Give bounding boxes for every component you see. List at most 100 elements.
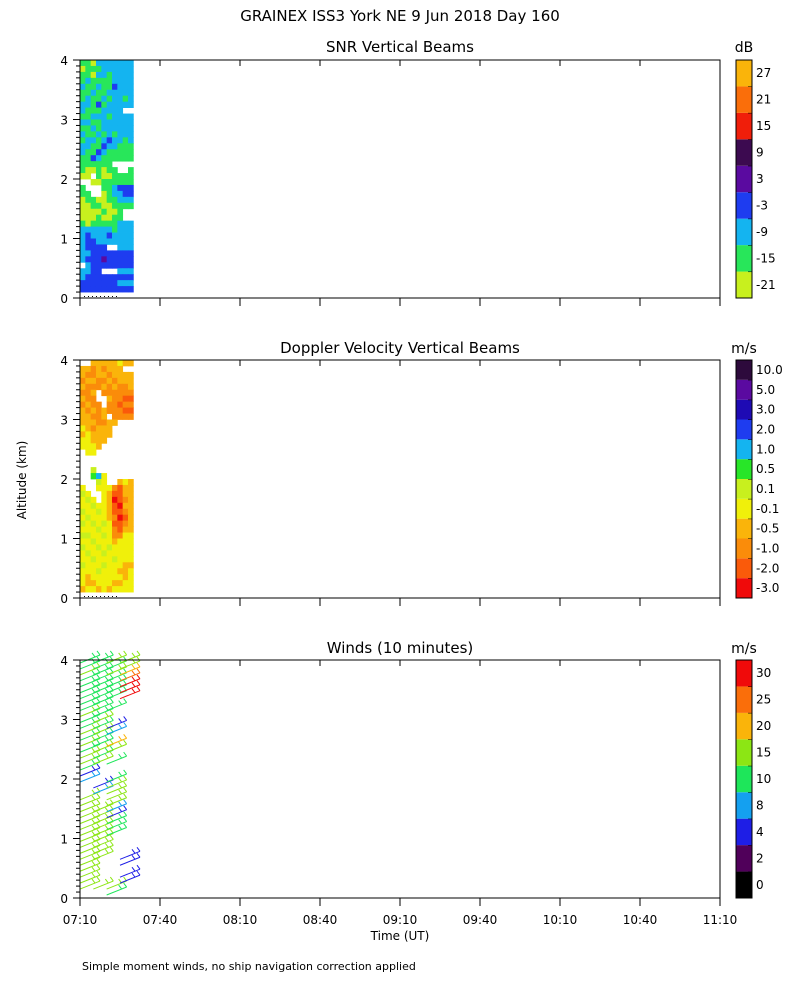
heatmap-cell: [90, 586, 97, 593]
wind-barb: [79, 769, 101, 783]
heatmap-cell: [101, 161, 108, 168]
heatmap-cell: [117, 143, 124, 150]
heatmap-cell: [111, 550, 118, 557]
heatmap-cell: [127, 202, 134, 210]
snr-colorbar-unit: dB: [735, 40, 754, 56]
heatmap-cell: [101, 71, 108, 79]
heatmap-cell: [95, 238, 102, 245]
panel-winds: Winds (10 minutes) 0 1 2 3 4 m/s 0 2 4 8 10 15 20 2…: [60, 639, 771, 906]
heatmap-cell: [90, 407, 97, 414]
heatmap-cell: [95, 155, 102, 162]
heatmap-cell: [117, 574, 124, 581]
heatmap-cell: [101, 550, 108, 557]
heatmap-cell: [117, 268, 124, 275]
heatmap-cell: [122, 149, 129, 156]
heatmap-cell: [111, 173, 118, 180]
heatmap-cell: [111, 419, 118, 426]
heatmap-cell: [106, 401, 113, 408]
heatmap-cell: [85, 526, 92, 533]
heatmap-cell: [111, 83, 118, 91]
heatmap-cell: [117, 196, 124, 204]
heatmap-cell: [127, 360, 134, 367]
heatmap-cell: [101, 208, 108, 216]
heatmap-cell: [90, 580, 97, 587]
colorbar-swatch: [736, 139, 752, 166]
heatmap-cell: [106, 95, 113, 103]
heatmap-cell: [101, 179, 108, 186]
heatmap-cell: [122, 250, 129, 257]
heatmap-cell: [90, 520, 97, 527]
heatmap-cell: [127, 167, 134, 174]
heatmap-cell: [85, 125, 92, 132]
winds-axes: 0 1 2 3 4: [60, 654, 721, 906]
heatmap-cell: [117, 95, 124, 103]
heatmap-cell: [80, 83, 86, 91]
heatmap-cell: [80, 119, 86, 126]
snr-axis-frame: [79, 59, 721, 299]
heatmap-cell: [101, 502, 108, 510]
heatmap-cell: [90, 526, 97, 533]
heatmap-cell: [80, 520, 86, 527]
heatmap-cell: [85, 580, 92, 587]
colorbar-swatch: [736, 518, 752, 539]
heatmap-cell: [106, 137, 113, 144]
heatmap-cell: [117, 83, 124, 91]
heatmap-cell: [101, 490, 108, 498]
heatmap-cell: [95, 377, 102, 385]
heatmap-cell: [90, 214, 97, 222]
heatmap-cell: [80, 371, 86, 379]
heatmap-cell: [122, 389, 129, 397]
heatmap-cell: [101, 107, 108, 114]
heatmap-cell: [101, 586, 108, 593]
colorbar-label: 2.0: [756, 422, 775, 436]
colorbar-label: -2.0: [756, 561, 779, 575]
winds-axis-frame: [79, 659, 721, 899]
heatmap-cell: [95, 101, 102, 108]
heatmap-cell: [127, 389, 134, 397]
heatmap-cell: [106, 568, 113, 575]
heatmap-cell: [127, 377, 134, 385]
baseline-dot: [88, 596, 89, 597]
heatmap-cell: [90, 286, 97, 293]
heatmap-cell: [90, 250, 97, 257]
heatmap-cell: [80, 208, 86, 216]
heatmap-cell: [106, 389, 113, 397]
heatmap-cell: [117, 137, 124, 144]
heatmap-cell: [117, 101, 124, 108]
heatmap-cell: [111, 544, 118, 551]
heatmap-cell: [95, 256, 102, 263]
heatmap-cell: [95, 407, 102, 414]
heatmap-cell: [122, 496, 129, 504]
heatmap-cell: [101, 149, 108, 156]
heatmap-cell: [111, 389, 118, 397]
heatmap-cell: [85, 131, 92, 138]
heatmap-cell: [122, 179, 129, 186]
heatmap-cell: [101, 377, 108, 385]
heatmap-cell: [80, 586, 86, 593]
heatmap-cell: [80, 574, 86, 581]
heatmap-cell: [122, 532, 129, 539]
heatmap-cell: [80, 113, 86, 120]
wind-barbs: [79, 650, 141, 896]
heatmap-cell: [111, 238, 118, 245]
heatmap-cell: [127, 490, 134, 498]
wind-barb: [106, 787, 128, 801]
heatmap-cell: [85, 143, 92, 150]
heatmap-cell: [101, 556, 108, 563]
heatmap-cell: [101, 238, 108, 245]
heatmap-cell: [85, 377, 92, 385]
heatmap-cell: [80, 550, 86, 557]
heatmap-cell: [95, 568, 102, 575]
heatmap-cell: [95, 556, 102, 563]
heatmap-cell: [95, 196, 102, 204]
heatmap-cell: [90, 149, 97, 156]
colorbar-swatch: [736, 538, 752, 559]
heatmap-cell: [106, 280, 113, 287]
heatmap-cell: [127, 274, 134, 281]
colorbar-frame: [735, 359, 753, 599]
heatmap-cell: [85, 437, 92, 444]
wind-barb: [119, 674, 141, 688]
heatmap-cell: [111, 586, 118, 593]
heatmap-cell: [80, 580, 86, 587]
heatmap-cell: [106, 77, 113, 85]
